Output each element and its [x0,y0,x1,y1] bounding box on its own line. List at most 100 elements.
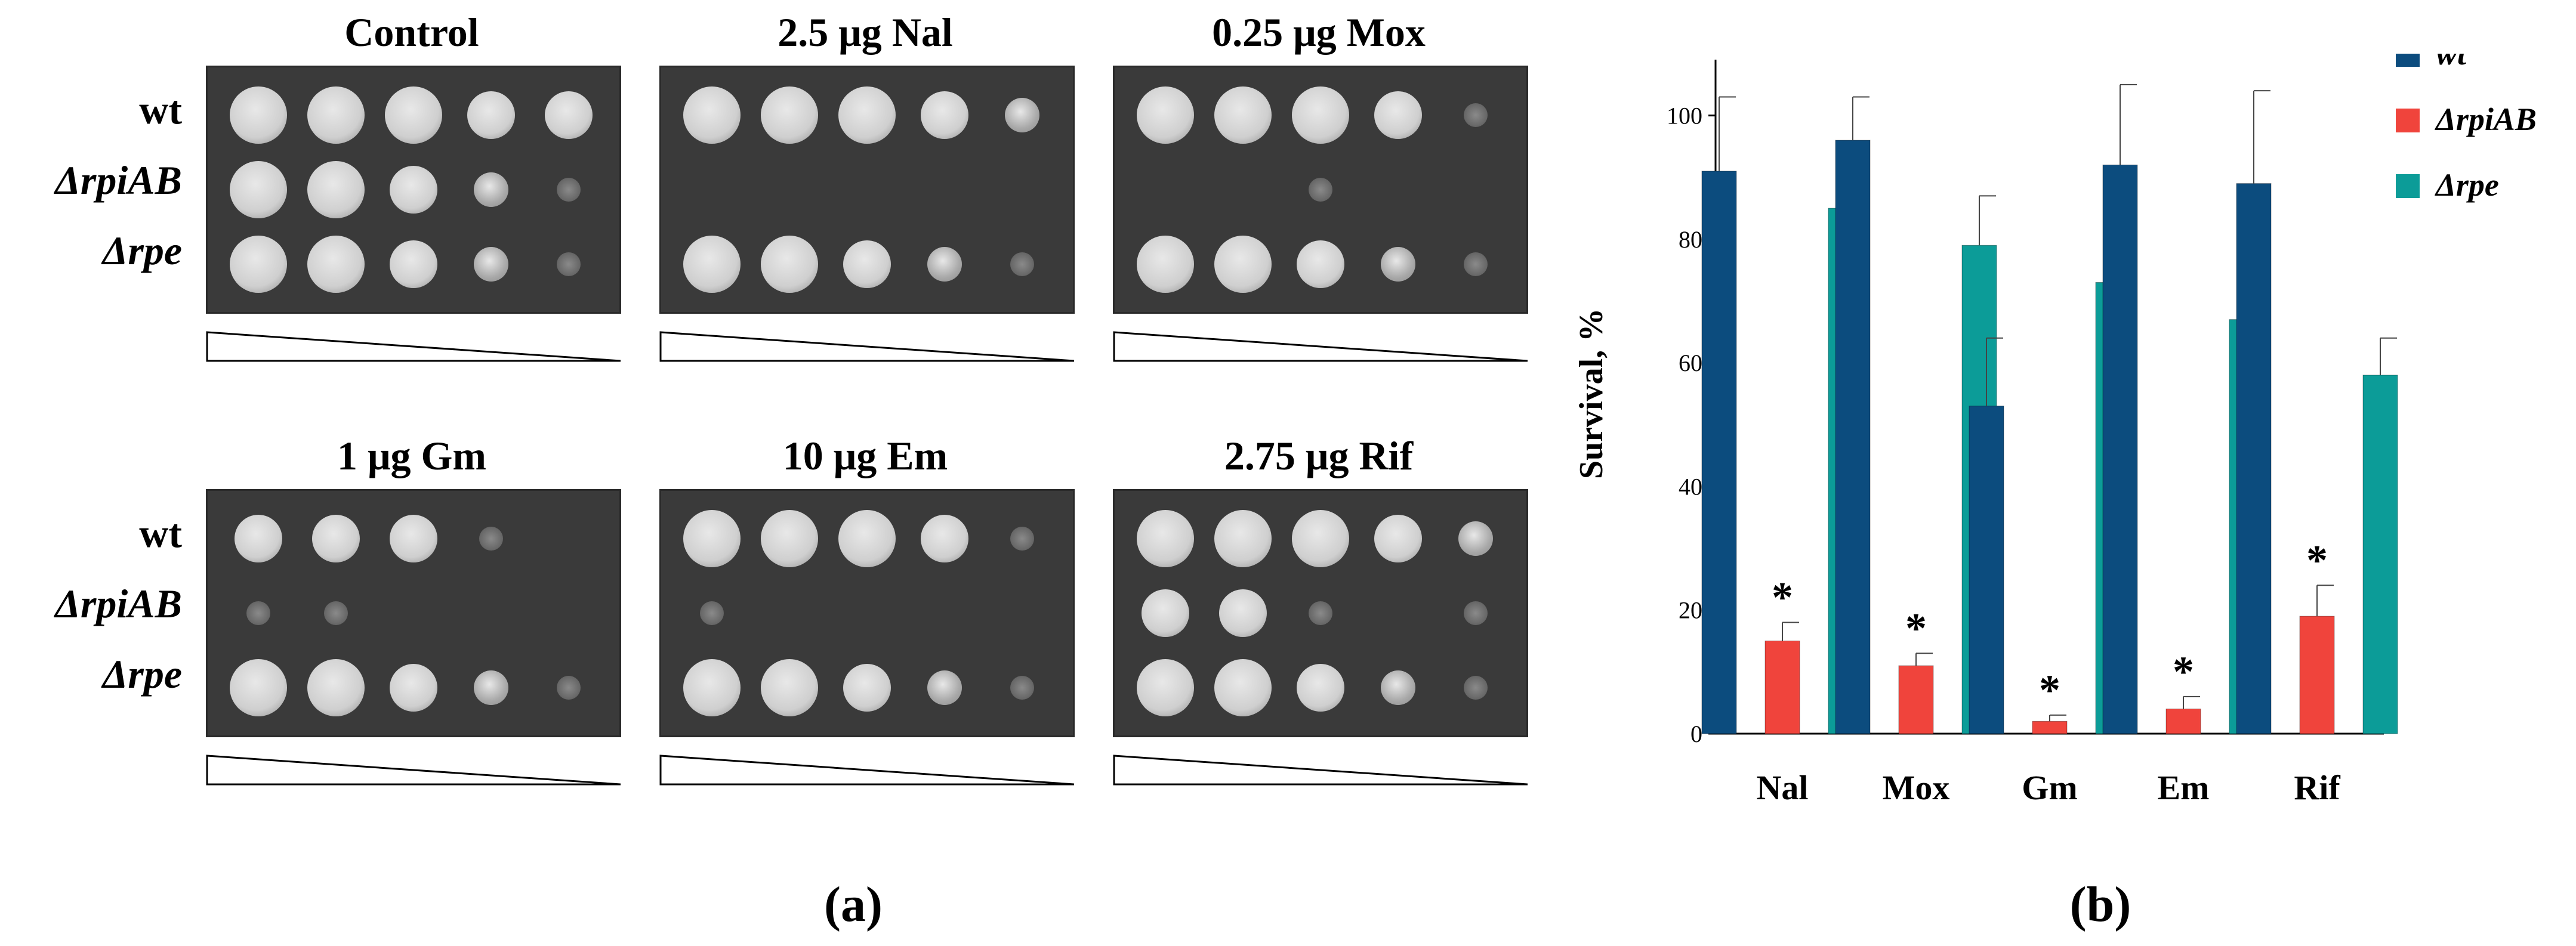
panel-b-label: (b) [2069,877,2131,932]
colony-spot [1010,527,1034,551]
dilution-wedge [659,755,1075,786]
colony-spot [761,86,818,144]
colony-spot [230,659,287,716]
bar [2362,375,2398,734]
legend-swatch [2396,174,2420,198]
colony-spot [683,236,741,293]
colony-spot [843,664,891,712]
colony-spot [1464,601,1488,625]
dilution-wedge [659,331,1075,362]
colony-spot [1374,91,1422,139]
colony-spot [1214,510,1272,567]
y-tick-label: 80 [1679,226,1702,253]
colony-spot [230,236,287,293]
panel-title: 2.75 μg Rif [1224,433,1414,478]
panel-title: 0.25 μg Mox [1212,10,1426,55]
agar-plate [659,66,1075,314]
agar-plate [206,489,621,737]
legend-swatch [2396,54,2420,67]
colony-spot [474,247,508,282]
bar [2236,183,2272,734]
colony-spot [921,515,968,562]
colony-spot [324,601,348,625]
colony-spot [1292,86,1349,144]
y-tick-label: 60 [1679,350,1702,376]
colony-spot [385,86,442,144]
colony-spot [1292,510,1349,567]
dilution-wedge [206,331,621,362]
legend-label: ΔrpiAB [2435,101,2537,137]
panel-title: Control [344,10,479,55]
colony-spot [1464,252,1488,276]
colony-spot [312,515,360,562]
colony-spot [1142,589,1189,637]
legend-swatch [2396,109,2420,132]
colony-spot [390,515,437,562]
agar-plate [206,66,621,314]
colony-spot [700,601,724,625]
colony-spot [474,172,508,207]
agar-plate [1113,489,1528,737]
strain-label: wt [139,87,182,132]
significance-marker: * [1772,573,1793,621]
colony-spot [761,510,818,567]
x-category-label: Nal [1757,768,1809,807]
colony-spot [474,670,508,705]
bar [1764,641,1800,734]
x-category-label: Mox [1883,768,1950,807]
y-tick-label: 20 [1679,597,1702,624]
bar [1835,140,1871,734]
bar [2032,721,2068,734]
colony-spot [1309,601,1332,625]
colony-spot [1005,98,1039,132]
strain-label: Δrpe [102,228,182,273]
colony-spot [230,86,287,144]
dilution-wedge [1113,755,1528,786]
x-category-label: Em [2158,768,2210,807]
colony-spot [1297,240,1344,288]
significance-marker: * [1905,604,1927,652]
colony-spot [1137,510,1194,567]
colony-spot [479,527,503,551]
colony-spot [761,659,818,716]
colony-spot [1214,659,1272,716]
bar [1969,406,2004,734]
bar [1898,665,1934,734]
strain-label: ΔrpiAB [55,157,182,203]
significance-marker: * [2173,648,2194,695]
x-category-label: Rif [2294,768,2340,807]
colony-spot [1464,103,1488,127]
panel-title: 1 μg Gm [337,433,487,478]
dilution-wedge [1113,331,1528,362]
colony-spot [683,86,741,144]
panel-title: 10 μg Em [782,433,948,478]
y-tick-label: 100 [1667,103,1702,129]
colony-spot [1381,670,1415,705]
y-tick-label: 40 [1679,473,1702,500]
colony-spot [246,601,270,625]
colony-spot [921,91,968,139]
colony-spot [1137,659,1194,716]
significance-marker: * [2039,666,2060,714]
colony-spot [838,510,896,567]
colony-spot [683,659,741,716]
panel-a-label: (a) [824,877,883,932]
colony-spot [761,236,818,293]
agar-plate [1113,66,1528,314]
colony-spot [927,247,962,282]
colony-spot [557,252,581,276]
colony-spot [307,86,365,144]
colony-spot [1309,178,1332,202]
colony-spot [1464,676,1488,700]
colony-spot [1137,86,1194,144]
colony-spot [557,178,581,202]
bar [2299,616,2335,734]
bar [2165,709,2201,734]
legend-label: wt [2436,54,2467,72]
legend-label: Δrpe [2435,167,2499,203]
colony-spot [307,236,365,293]
colony-spot [1374,515,1422,562]
colony-spot [235,515,282,562]
colony-spot [467,91,515,139]
colony-spot [838,86,896,144]
